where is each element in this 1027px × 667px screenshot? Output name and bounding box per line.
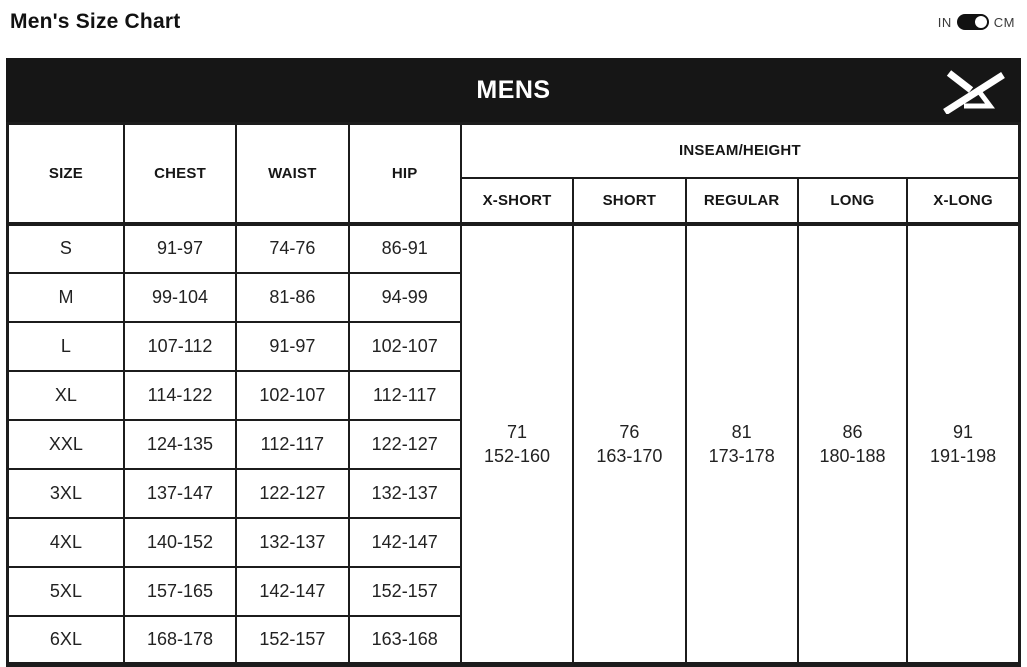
inseam-value: 71 (507, 421, 528, 442)
inseam-cell-long: 86 180-188 (796, 222, 909, 666)
table-row-6xl: 6XL 168-178 152-157 163-168 (6, 614, 1020, 666)
height-value: 152-160 (483, 445, 551, 466)
inseam-cell-short: 76 163-170 (572, 222, 687, 666)
size-table: SIZE CHEST WAIST HIP INSEAM/HEIGHT X-SHO… (6, 122, 1021, 667)
size-cell: XXL (6, 418, 125, 470)
size-cell: 4XL (6, 516, 125, 568)
gender-banner: MENS (6, 58, 1021, 122)
size-cell: S (6, 222, 125, 274)
waist-cell: 112-117 (235, 418, 350, 470)
col-header-long: LONG (796, 176, 909, 226)
col-header-waist: WAIST (235, 122, 350, 226)
hip-cell: 132-137 (347, 467, 462, 519)
waist-cell: 102-107 (235, 369, 350, 421)
table-header-row: SIZE CHEST WAIST HIP INSEAM/HEIGHT (6, 122, 1021, 226)
col-header-size: SIZE (6, 122, 125, 226)
col-header-xlong: X-LONG (906, 176, 1021, 226)
hip-cell: 142-147 (347, 516, 462, 568)
col-header-hip: HIP (347, 122, 462, 226)
waist-cell: 122-127 (235, 467, 350, 519)
height-value: 173-178 (708, 445, 775, 466)
inseam-value: 86 (842, 421, 863, 442)
chest-cell: 91-97 (122, 222, 238, 274)
inseam-value: 81 (731, 421, 752, 442)
hip-cell: 102-107 (347, 320, 462, 372)
height-value: 180-188 (819, 445, 886, 466)
alpinestars-logo-icon (943, 70, 1005, 114)
chest-cell: 140-152 (122, 516, 238, 568)
unit-toggle-switch[interactable] (956, 14, 989, 30)
waist-cell: 152-157 (235, 614, 350, 666)
unit-toggle[interactable]: IN CM (938, 14, 1015, 30)
toggle-knob[interactable] (974, 16, 987, 28)
waist-cell: 74-76 (235, 222, 350, 274)
hip-cell: 94-99 (347, 271, 462, 323)
size-cell: 6XL (6, 614, 125, 666)
hip-cell: 152-157 (347, 565, 462, 617)
waist-cell: 132-137 (235, 516, 350, 568)
chest-cell: 99-104 (122, 271, 238, 323)
inseam-subheader-row: X-SHORT SHORT REGULAR LONG X-LONG (8, 176, 1021, 226)
inseam-value: 76 (619, 421, 640, 442)
size-cell: L (6, 320, 125, 372)
chest-cell: 157-165 (122, 565, 238, 617)
waist-cell: 91-97 (235, 320, 350, 372)
size-cell: M (6, 271, 125, 323)
page-header: Men's Size Chart IN CM (0, 0, 1027, 58)
chest-cell: 107-112 (122, 320, 238, 372)
col-header-short: SHORT (572, 176, 687, 226)
table-row-4xl: 4XL 140-152 132-137 142-147 (6, 516, 1020, 568)
table-row-5xl: 5XL 157-165 142-147 152-157 (6, 565, 1020, 617)
inseam-cell-xlong: 91 191-198 (906, 222, 1021, 666)
table-row-xxl: XXL 124-135 112-117 122-127 (6, 418, 1020, 470)
waist-cell: 142-147 (235, 565, 350, 617)
size-cell: XL (6, 369, 125, 421)
hip-cell: 86-91 (347, 222, 462, 274)
col-header-regular: REGULAR (684, 176, 799, 226)
height-value: 163-170 (596, 445, 663, 466)
hip-cell: 112-117 (347, 369, 462, 421)
inseam-value: 91 (953, 421, 974, 442)
table-row-3xl: 3XL 137-147 122-127 132-137 (6, 467, 1020, 519)
banner-title: MENS (476, 75, 551, 104)
table-row-l: L 107-112 91-97 102-107 (6, 320, 1020, 372)
chest-cell: 124-135 (122, 418, 238, 470)
chest-cell: 137-147 (122, 467, 238, 519)
size-chart-widget: MENS SIZE CHEST WAIST HIP INSEAM/HEIGHT … (6, 58, 1021, 667)
col-header-inseam-group: INSEAM/HEIGHT (459, 122, 1021, 179)
col-header-chest: CHEST (122, 122, 238, 226)
hip-cell: 163-168 (347, 614, 462, 666)
col-header-xshort: X-SHORT (459, 176, 575, 226)
table-row-s: S 91-97 74-76 86-91 71 152-160 76 163-17… (6, 222, 1021, 666)
waist-cell: 81-86 (235, 271, 350, 323)
inseam-cell-regular: 81 173-178 (684, 222, 799, 666)
unit-label-cm[interactable]: CM (993, 14, 1015, 30)
table-row-xl: XL 114-122 102-107 112-117 (6, 369, 1020, 421)
height-value: 191-198 (930, 445, 997, 466)
size-cell: 5XL (6, 565, 125, 617)
unit-label-in[interactable]: IN (937, 14, 952, 30)
hip-cell: 122-127 (347, 418, 462, 470)
inseam-cell-xshort: 71 152-160 (459, 222, 575, 666)
chest-cell: 168-178 (122, 614, 238, 666)
page-title: Men's Size Chart (10, 10, 181, 33)
size-cell: 3XL (6, 467, 125, 519)
table-row-m: M 99-104 81-86 94-99 (6, 271, 1020, 323)
chest-cell: 114-122 (122, 369, 238, 421)
